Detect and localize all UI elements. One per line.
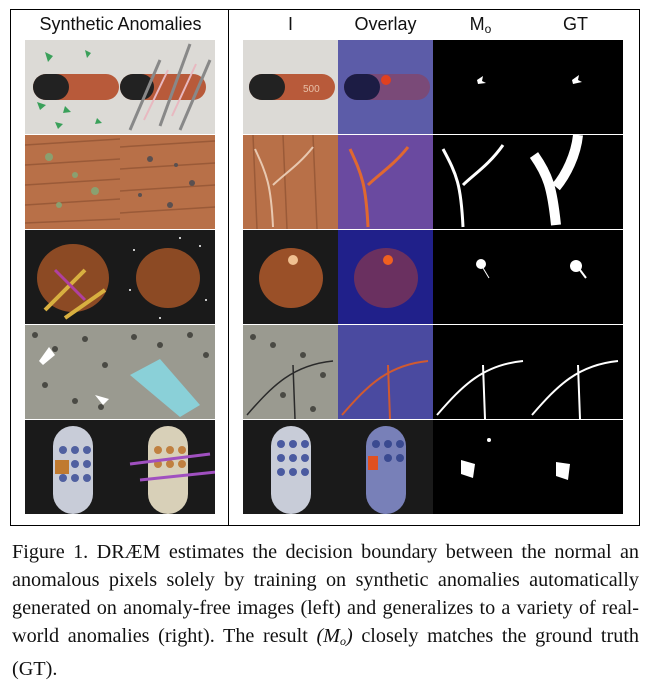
tile-input-image: [243, 325, 338, 419]
toothbrush-predicted-mask: [433, 420, 528, 514]
wood-ground-truth-mask: [528, 135, 623, 229]
tile-synthetic-image-1: [25, 325, 120, 419]
caption-label: Figure 1.: [12, 541, 89, 563]
wood-synthetic-image-2: [120, 135, 215, 229]
capsule-input-image: 500: [243, 40, 338, 134]
svg-text:500: 500: [303, 84, 320, 95]
panel-divider: [228, 10, 229, 525]
hazelnut-ground-truth-mask: [528, 230, 623, 324]
gt-column-header: GT: [563, 14, 588, 34]
synthetic-anomalies-header: Synthetic Anomalies: [39, 14, 202, 34]
mask-header-subscript: o: [484, 22, 492, 36]
toothbrush-overlay-image: [338, 420, 433, 514]
wood-synthetic-image-1: [25, 135, 120, 229]
tile-ground-truth-mask: [528, 325, 623, 419]
capsule-synthetic-image-1: [25, 40, 120, 134]
wood-predicted-mask: [433, 135, 528, 229]
tile-predicted-mask: [433, 325, 528, 419]
hazelnut-synthetic-image-2: [120, 230, 215, 324]
wood-overlay-image: [338, 135, 433, 229]
hazelnut-input-image: [243, 230, 338, 324]
tile-synthetic-image-2: [120, 325, 215, 419]
capsule-ground-truth-mask: [528, 40, 623, 134]
input-column-header: I: [287, 14, 293, 34]
caption-tail: closely matches the ground truth (GT).: [12, 625, 640, 680]
caption-text: DRÆM estimates the decision boundary bet…: [12, 541, 639, 647]
hazelnut-overlay-image: [338, 230, 433, 324]
hazelnut-synthetic-image-1: [25, 230, 120, 324]
mask-column-header: Mo: [433, 14, 528, 36]
mask-header-base: M: [469, 14, 485, 34]
toothbrush-synthetic-image-2: [120, 420, 215, 514]
tile-overlay-image: [338, 325, 433, 419]
overlay-column-header: Overlay: [354, 14, 417, 34]
hazelnut-predicted-mask: [433, 230, 528, 324]
toothbrush-ground-truth-mask: [528, 420, 623, 514]
toothbrush-input-image: [243, 420, 338, 514]
caption-math-mo: (Mo): [316, 625, 353, 648]
toothbrush-synthetic-image-1: [25, 420, 120, 514]
wood-input-image: [243, 135, 338, 229]
figure-panel: Synthetic Anomalies I Overlay Mo GT 500: [10, 9, 640, 526]
capsule-overlay-image: [338, 40, 433, 134]
capsule-predicted-mask: [433, 40, 528, 134]
figure-caption: Figure 1. DRÆM estimates the decision bo…: [12, 538, 639, 683]
capsule-synthetic-image-2: [120, 40, 215, 134]
